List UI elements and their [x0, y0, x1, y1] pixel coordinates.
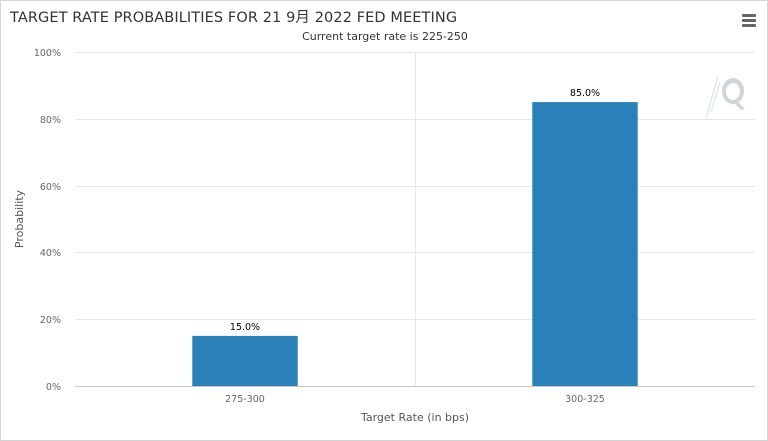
y-tick-label: 100% [34, 48, 61, 59]
y-tick-label: 60% [40, 182, 61, 193]
hamburger-menu-icon[interactable] [740, 13, 758, 27]
bar-275-300[interactable] [192, 335, 298, 386]
chart-subtitle: Current target rate is 225-250 [302, 30, 468, 43]
x-axis-title: Target Rate (in bps) [360, 411, 469, 424]
y-tick-label: 80% [40, 115, 61, 126]
data-label: 85.0% [570, 88, 600, 99]
y-tick-label: 40% [40, 248, 61, 259]
y-tick-label: 20% [40, 315, 61, 326]
data-label: 15.0% [230, 322, 260, 333]
q-logo-icon [705, 75, 745, 119]
y-axis-title: Probability [13, 189, 26, 248]
chart-title: TARGET RATE PROBABILITIES FOR 21 9月 2022… [10, 10, 458, 26]
x-tick-label: 275-300 [225, 394, 265, 405]
x-tick-label: 300-325 [565, 394, 605, 405]
bar-300-325[interactable] [532, 102, 638, 386]
y-tick-label: 0% [46, 382, 61, 393]
